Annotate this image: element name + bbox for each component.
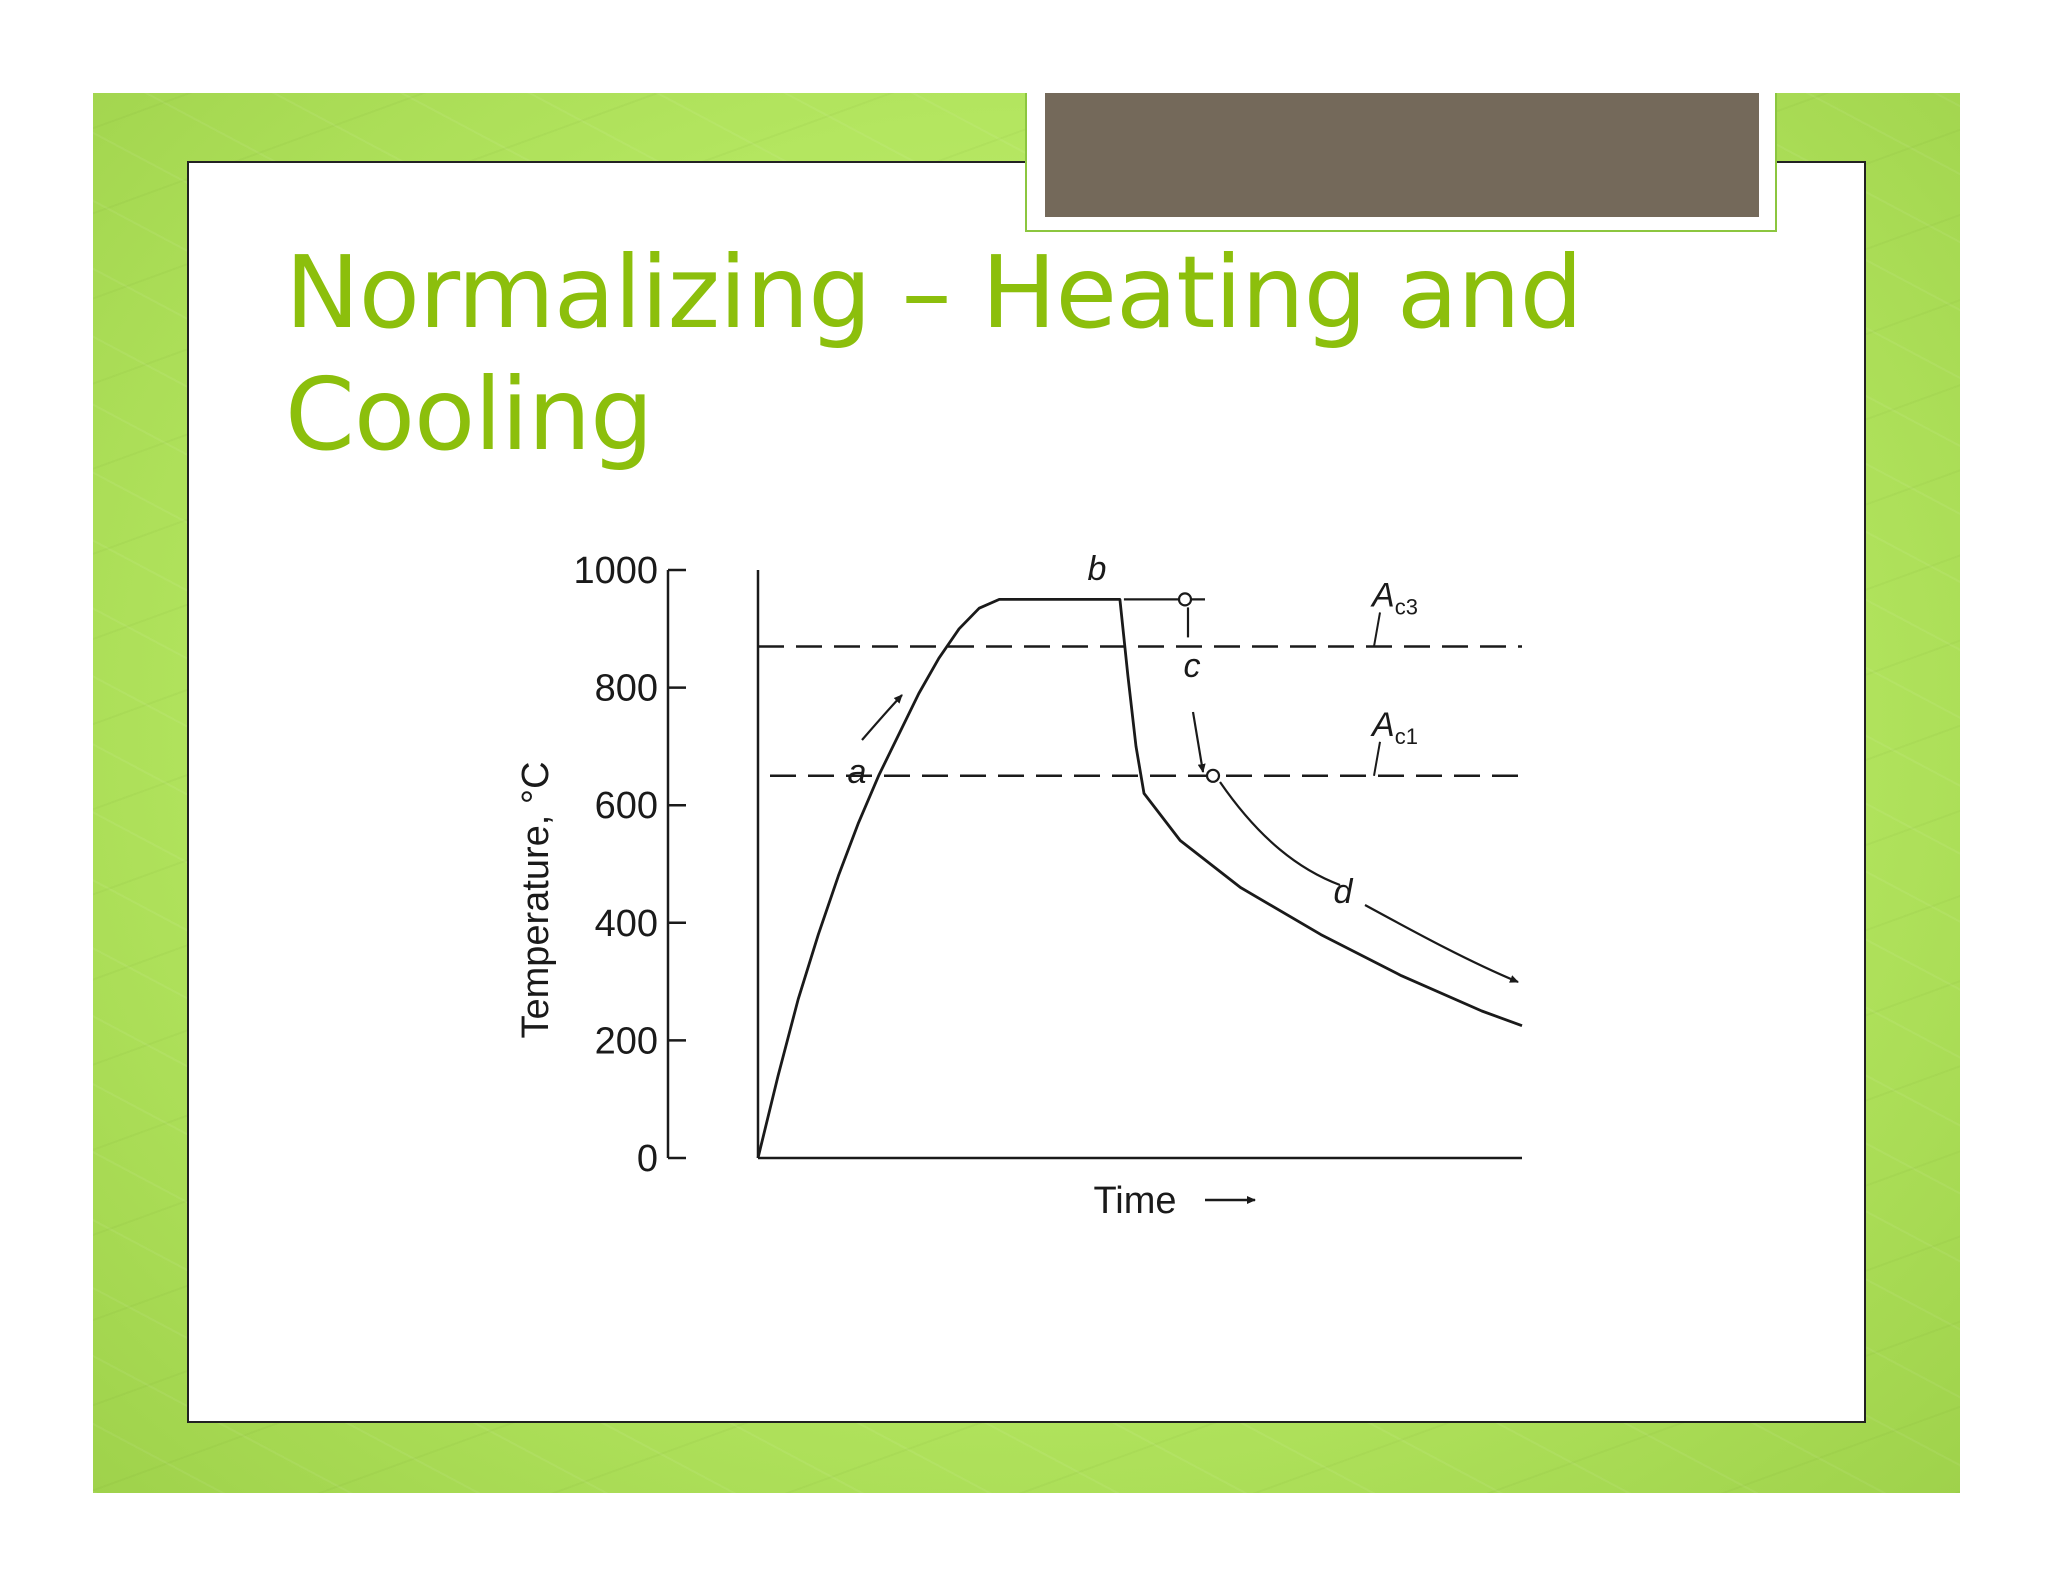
y-tick-label: 0 xyxy=(637,1138,658,1180)
reference-label-leader xyxy=(1373,741,1381,776)
a-arrow xyxy=(861,694,903,741)
point-marker xyxy=(1205,768,1221,783)
reference-label-leader xyxy=(1373,612,1381,647)
slide-title: Normalizing – Heating and Cooling xyxy=(285,232,1685,476)
curve-label-d: d xyxy=(1334,873,1354,911)
content-panel xyxy=(187,161,1866,1423)
slide-title-line-1: Normalizing – Heating and xyxy=(285,234,1583,351)
plot-area: Time Ac3 Ac1 a b c d xyxy=(756,550,1523,1222)
y-tick-label: 400 xyxy=(595,903,658,945)
reference-label: Ac3 xyxy=(1370,576,1418,619)
d-arrow-path-2 xyxy=(1364,904,1519,984)
y-tick-label: 200 xyxy=(595,1020,658,1062)
curve-label-a: a xyxy=(848,753,867,791)
y-axis: 0 200 400 600 800 1000 Temperature, °C xyxy=(515,550,686,1180)
y-axis-title: Temperature, °C xyxy=(515,761,557,1038)
point-marker xyxy=(1177,592,1193,607)
title-tab xyxy=(1045,93,1759,217)
reference-label: Ac1 xyxy=(1370,706,1418,749)
curve-label-b: b xyxy=(1088,550,1107,588)
y-tick-label: 600 xyxy=(595,785,658,827)
c-arrow xyxy=(1191,711,1206,773)
d-arrow-path-1 xyxy=(1219,781,1341,887)
y-tick-label: 800 xyxy=(595,668,658,710)
slide-title-line-2: Cooling xyxy=(285,356,654,473)
curve-label-c: c xyxy=(1184,647,1201,685)
x-axis-title: Time xyxy=(1093,1180,1176,1222)
temperature-curve xyxy=(756,598,1523,1159)
y-tick-label: 1000 xyxy=(573,550,658,592)
